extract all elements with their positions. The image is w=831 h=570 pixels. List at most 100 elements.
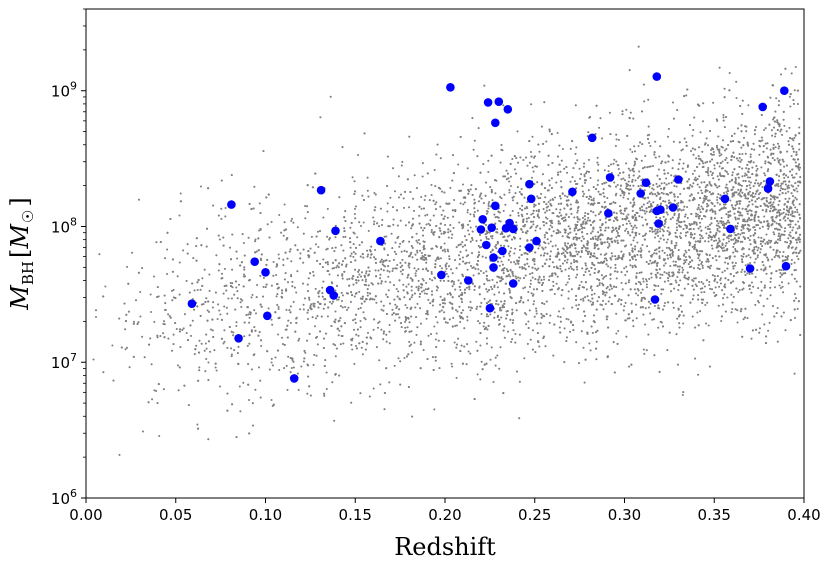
background-point: [527, 216, 530, 219]
background-point: [640, 159, 643, 162]
background-point: [781, 158, 784, 161]
background-point: [602, 308, 605, 311]
background-point: [276, 293, 279, 296]
background-point: [626, 317, 629, 320]
background-point: [645, 286, 648, 289]
background-point: [500, 316, 503, 319]
background-point: [656, 228, 659, 231]
background-point: [537, 197, 540, 200]
background-point: [225, 284, 228, 287]
background-point: [384, 259, 387, 262]
background-point: [613, 216, 616, 219]
background-point: [557, 220, 560, 223]
background-point: [689, 184, 692, 187]
background-point: [446, 248, 449, 251]
background-point: [692, 267, 696, 270]
background-point: [312, 270, 315, 273]
background-point: [714, 286, 717, 289]
background-point: [388, 259, 391, 263]
background-point: [538, 345, 541, 348]
background-point: [799, 285, 802, 288]
background-point: [412, 197, 415, 200]
background-point: [502, 175, 505, 178]
background-point: [361, 279, 364, 282]
background-point: [314, 317, 318, 320]
background-point: [766, 142, 769, 145]
background-point: [752, 161, 755, 164]
background-point: [166, 248, 169, 251]
background-point: [466, 223, 470, 226]
background-point: [431, 300, 434, 303]
background-point: [483, 297, 486, 300]
background-point: [407, 274, 410, 277]
background-point: [708, 228, 711, 231]
background-point: [331, 282, 334, 285]
background-point: [358, 243, 361, 247]
background-point: [425, 223, 428, 226]
background-point: [661, 228, 664, 231]
background-point: [667, 127, 670, 130]
background-point: [790, 207, 793, 210]
background-point: [589, 256, 592, 259]
background-point: [544, 196, 547, 199]
background-point: [732, 245, 735, 248]
background-point: [633, 164, 636, 167]
background-point: [533, 263, 536, 266]
background-point: [734, 218, 737, 221]
background-point: [559, 316, 562, 319]
background-point: [563, 216, 567, 219]
background-point: [769, 294, 772, 297]
background-point: [356, 276, 359, 279]
background-point: [776, 306, 779, 310]
background-point: [564, 268, 567, 271]
background-point: [94, 315, 98, 319]
background-point: [645, 210, 648, 213]
background-point: [531, 212, 535, 215]
background-point: [350, 401, 353, 404]
background-point: [719, 282, 722, 285]
background-point: [670, 181, 673, 184]
background-point: [482, 325, 485, 328]
background-point: [657, 304, 660, 307]
background-point: [374, 269, 377, 272]
background-point: [353, 180, 356, 183]
background-point: [702, 197, 705, 200]
background-point: [791, 195, 795, 198]
background-point: [774, 135, 777, 138]
background-point: [687, 263, 690, 266]
background-point: [723, 293, 726, 296]
background-point: [483, 283, 486, 286]
background-point: [422, 279, 425, 282]
background-point: [561, 147, 564, 151]
background-point: [752, 185, 755, 188]
background-point: [779, 286, 782, 290]
background-point: [787, 282, 790, 285]
background-point: [358, 290, 361, 293]
background-point: [794, 223, 797, 226]
background-point: [493, 284, 496, 287]
background-point: [642, 296, 646, 299]
background-point: [507, 177, 510, 180]
background-point: [701, 236, 704, 240]
background-point: [384, 242, 387, 245]
background-point: [225, 306, 228, 309]
background-point: [614, 266, 617, 269]
background-point: [448, 301, 451, 304]
background-point: [353, 362, 356, 365]
background-point: [349, 300, 352, 303]
background-point: [410, 351, 414, 354]
background-point: [354, 313, 358, 316]
background-point: [798, 168, 801, 171]
background-point: [766, 256, 769, 259]
background-point: [614, 144, 617, 148]
background-point: [796, 102, 799, 106]
background-point: [259, 339, 263, 342]
background-point: [587, 202, 590, 205]
background-point: [574, 104, 577, 107]
background-point: [409, 277, 412, 280]
background-point: [645, 280, 648, 283]
background-point: [666, 238, 669, 241]
background-point: [515, 259, 519, 262]
background-point: [733, 264, 736, 267]
background-point: [732, 267, 735, 270]
